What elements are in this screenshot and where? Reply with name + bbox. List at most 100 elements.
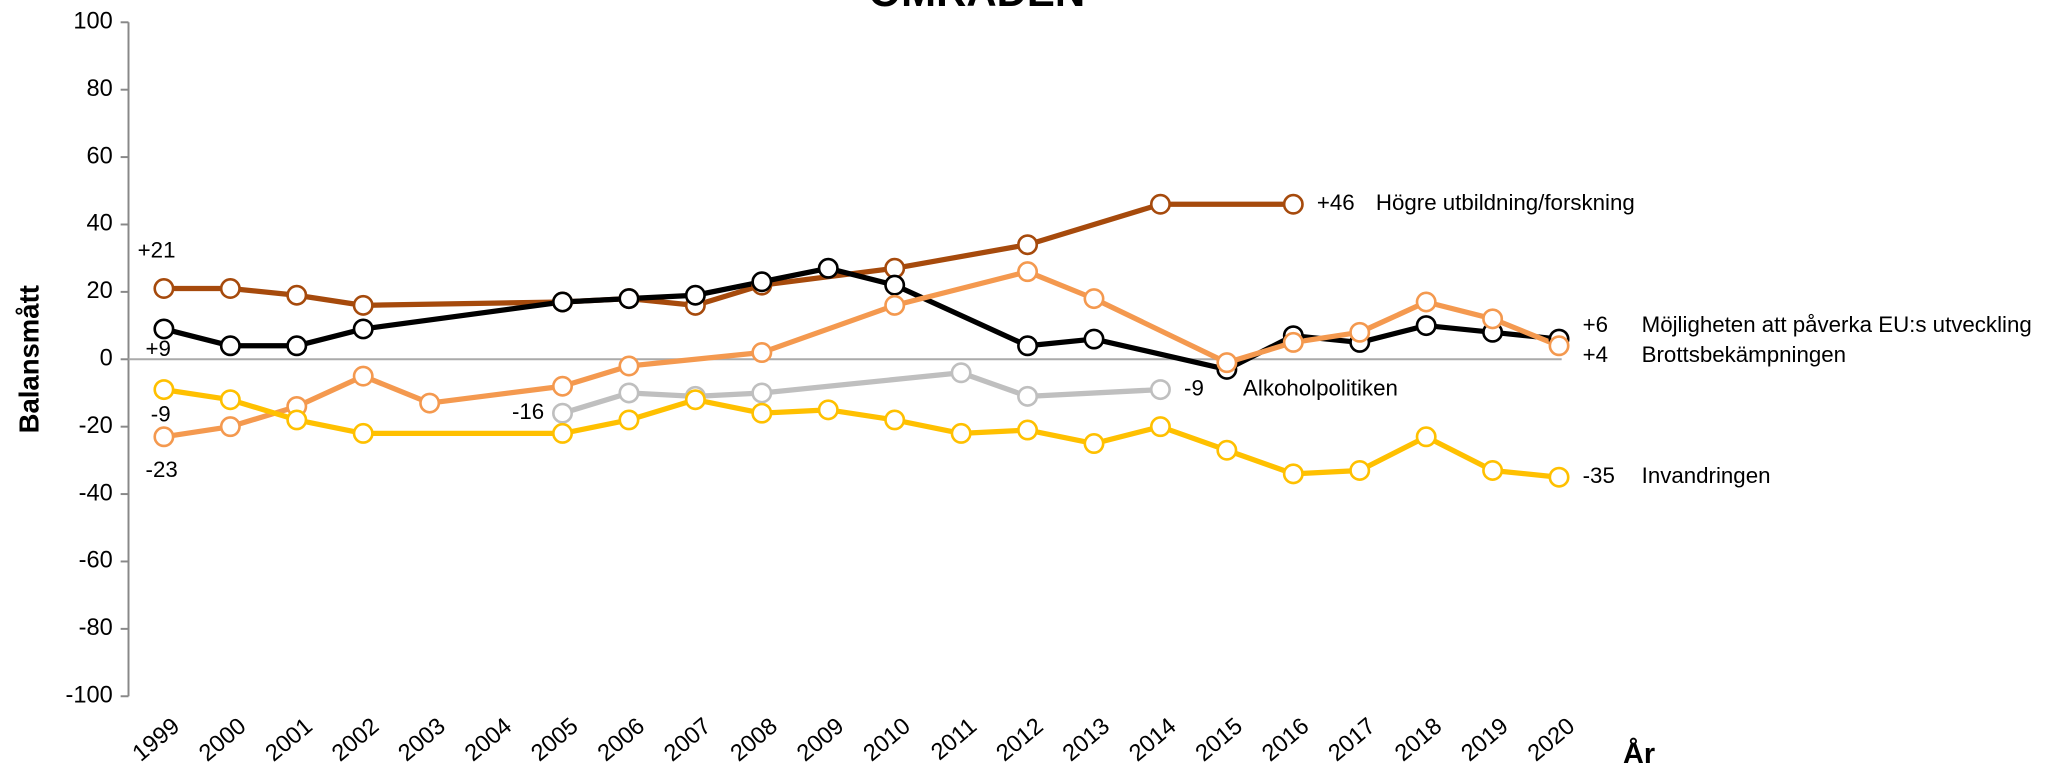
y-tick-label: -60 [79,548,113,574]
data-point [286,335,308,357]
x-tick-label: 2008 [726,713,783,767]
data-point [552,375,574,397]
data-point [684,389,706,411]
data-label: +9 [146,336,171,361]
y-axis-label: Balansmått [14,285,45,433]
data-label: -9 [1184,375,1204,400]
data-point [1482,308,1504,330]
data-point [1216,352,1238,374]
data-point [751,342,773,364]
y-tick-label: 20 [87,278,113,304]
data-point [153,426,175,448]
series-line [163,265,1560,373]
legend-label: Invandringen [1642,463,1771,488]
data-point [552,402,574,424]
data-label: -23 [146,457,178,482]
data-point [1017,261,1039,283]
data-point [552,291,574,313]
data-point [1282,193,1304,215]
y-tick-label: 100 [73,9,112,35]
data-point [884,274,906,296]
data-point [1216,439,1238,461]
data-point [751,382,773,404]
x-tick-label: 2009 [792,713,849,767]
x-tick-label: 2005 [527,713,584,767]
x-tick-label: 2013 [1058,713,1115,767]
data-label: +46 [1317,190,1355,215]
data-point [684,284,706,306]
data-point [1415,426,1437,448]
data-point [1149,416,1171,438]
data-point [352,365,374,387]
data-point [352,318,374,340]
data-point [286,284,308,306]
x-tick-label: 2010 [859,713,916,767]
legend-label: Möjligheten att påverka EU:s utveckling [1642,312,2032,337]
data-point [950,362,972,384]
data-point [153,379,175,401]
x-tick-label: 2002 [327,713,384,767]
y-tick-label: -40 [79,480,113,506]
data-point [219,416,241,438]
x-tick-label: 2020 [1523,713,1580,767]
y-tick-label: -80 [79,615,113,641]
data-point [219,335,241,357]
data-point [552,422,574,444]
x-tick-label: 2012 [992,713,1049,767]
x-tick-label: 2017 [1324,713,1381,767]
data-point [817,257,839,279]
x-tick-label: 2011 [927,713,983,766]
data-point [618,409,640,431]
data-point [817,399,839,421]
x-axis-label: År [1623,737,1655,770]
y-tick-label: -20 [79,413,113,439]
x-tick-label: 2018 [1390,713,1447,767]
data-point [1083,328,1105,350]
data-point [1017,234,1039,256]
data-point [1017,419,1039,441]
y-tick-label: 60 [87,143,113,169]
data-point [352,294,374,316]
series-line [561,370,1161,416]
data-point [618,355,640,377]
data-point [1282,463,1304,485]
chart-title: OMRÅDEN [869,0,1086,15]
data-point [884,409,906,431]
data-point [1482,459,1504,481]
data-label: -35 [1583,463,1615,488]
data-point [618,382,640,404]
x-tick-label: 2019 [1457,713,1514,767]
data-point [286,409,308,431]
data-point [1017,335,1039,357]
data-point [884,294,906,316]
data-point [219,278,241,299]
series-line [163,269,1561,440]
x-tick-label: 2006 [593,713,650,767]
data-point [1548,466,1570,488]
x-tick-label: 2014 [1124,713,1181,767]
data-point [1548,335,1570,357]
data-point [1083,288,1105,310]
data-point [1149,193,1171,215]
data-point [153,318,175,340]
data-point [1017,385,1039,407]
data-point [153,278,175,299]
data-point [1083,433,1105,455]
y-tick-label: 40 [87,211,113,237]
data-label: -9 [151,402,171,427]
data-point [1349,321,1371,343]
data-label: +6 [1583,312,1608,337]
y-tick-label: 0 [100,346,113,372]
x-tick-label: 2000 [194,713,251,767]
data-point [419,392,441,414]
x-tick-label: 2015 [1191,713,1248,767]
data-point [352,422,374,444]
data-point [1282,331,1304,353]
data-label: -16 [512,399,544,424]
data-point [751,402,773,424]
series-line [163,201,1294,308]
data-point [1149,379,1171,401]
legend-label: Alkoholpolitiken [1243,375,1398,400]
x-tick-label: 2003 [394,713,451,767]
